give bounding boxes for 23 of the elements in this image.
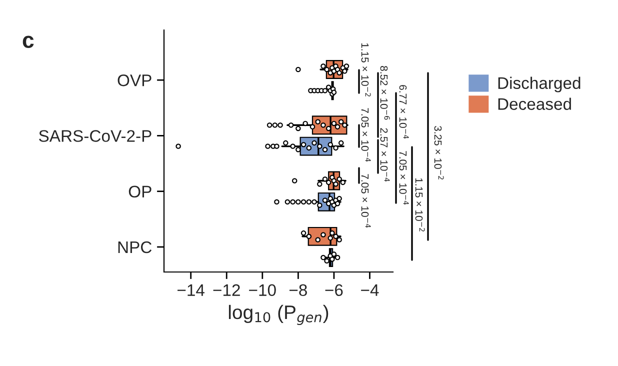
chart-title: c	[22, 36, 34, 48]
legend-label: Deceased	[498, 98, 571, 110]
y-tick-label: SARS-CoV-2-P	[39, 130, 152, 142]
y-tick-label: OVP	[118, 74, 152, 86]
legend-label: Discharged	[498, 76, 580, 92]
x-tick-label: −4	[361, 284, 379, 296]
y-tick-label: NPC	[118, 241, 152, 254]
annotation: 2.57 × 10$^{−4}$	[380, 128, 390, 182]
annotation: 7.05 × 10$^{−4}$	[361, 108, 371, 162]
text: 7.05 × 10$^{−4}$	[399, 151, 409, 205]
annotation: 1.15 × 10$^{−2}$	[361, 43, 371, 96]
annotation: 7.05 × 10$^{−4}$	[361, 174, 371, 228]
x-tick-label: −12	[213, 284, 240, 296]
x-tick-label: −14	[178, 284, 204, 296]
x-tick-label: −10	[249, 284, 276, 296]
text: 6.77 × 10$^{−4}$	[399, 85, 409, 139]
x-axis-title: log$_{10}$ (P$_{gen}$)	[228, 304, 328, 326]
annotation: 8.52 × 10$^{−6}$	[380, 66, 390, 120]
y-tick-label: OP	[128, 186, 152, 198]
x-tick-label: −8	[290, 284, 307, 296]
x-tick-label: −6	[325, 284, 343, 296]
text: 1.15 × 10$^{−2}$	[415, 178, 425, 232]
text: 3.25 × 10$^{−2}$	[434, 126, 444, 180]
